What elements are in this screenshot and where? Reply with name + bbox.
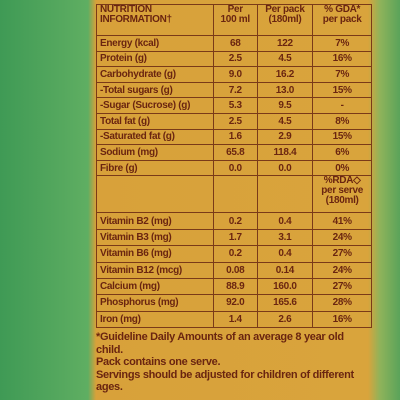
value-cell: 0.2 [212, 212, 258, 230]
value-cell: 15% [312, 128, 372, 146]
value-cell: 27% [312, 277, 372, 296]
value-cell: 7% [312, 35, 372, 52]
value-cell: 5.3 [212, 97, 258, 114]
label-cell: Protein (g) [96, 50, 214, 68]
label-cell: -Total sugars (g) [96, 81, 214, 99]
footnote: *Guideline Daily Amounts of an average 8… [96, 331, 344, 356]
value-cell: 4.5 [256, 112, 314, 130]
label-cell: Fibre (g) [96, 159, 214, 177]
value-cell: 92.0 [212, 294, 258, 312]
table-row: Vitamin B3 (mg) 1.7 3.1 24% [96, 228, 372, 247]
value-cell: 0.0 [256, 159, 314, 177]
value-cell: 0% [312, 159, 372, 177]
table-row: -Total sugars (g) 7.2 13.0 15% [96, 81, 372, 99]
empty-cell [256, 175, 314, 214]
value-cell: 24% [312, 228, 372, 247]
value-cell: 15% [312, 81, 372, 99]
table-row: Vitamin B6 (mg) 0.2 0.4 27% [96, 245, 372, 263]
label-cell: Phosphorus (mg) [96, 294, 214, 312]
value-cell: 0.4 [256, 212, 314, 230]
table-row: Phosphorus (mg) 92.0 165.6 28% [96, 294, 372, 312]
table-row: Carbohydrate (g) 9.0 16.2 7% [96, 66, 372, 83]
nutrition-label: NUTRITION INFORMATION† Per 100 ml Per pack… [96, 4, 372, 394]
table-row: Total fat (g) 2.5 4.5 8% [96, 112, 372, 130]
value-cell: 1.4 [212, 310, 258, 329]
rda-header: %RDA◇ per serve (180ml) [312, 175, 372, 214]
value-cell: 0.14 [256, 261, 314, 279]
table-row: Calcium (mg) 88.9 160.0 27% [96, 277, 372, 296]
value-cell: 27% [312, 245, 372, 263]
nutrition-table: NUTRITION INFORMATION† Per 100 ml Per pack… [96, 4, 372, 329]
table-row: %RDA◇ per serve (180ml) [96, 175, 372, 214]
value-cell: 122 [256, 35, 314, 52]
footnotes: *Guideline Daily Amounts of an average 8… [96, 331, 372, 394]
table-row: Fibre (g) 0.0 0.0 0% [96, 159, 372, 177]
empty-cell [96, 175, 214, 214]
empty-cell [212, 175, 258, 214]
value-cell: 16% [312, 310, 372, 329]
table-row: Vitamin B12 (mcg) 0.08 0.14 24% [96, 261, 372, 279]
table-row: Vitamin B2 (mg) 0.2 0.4 41% [96, 212, 372, 230]
value-cell: 2.9 [256, 128, 314, 146]
value-cell: 8% [312, 112, 372, 130]
value-cell: 24% [312, 261, 372, 279]
value-cell: 4.5 [256, 50, 314, 68]
value-cell: 0.08 [212, 261, 258, 279]
label-cell: Total fat (g) [96, 112, 214, 130]
value-cell: 2.5 [212, 112, 258, 130]
value-cell: 2.6 [256, 310, 314, 329]
value-cell: 160.0 [256, 277, 314, 296]
value-cell: 41% [312, 212, 372, 230]
value-cell: 9.0 [212, 66, 258, 83]
value-cell: 2.5 [212, 50, 258, 68]
value-cell: - [312, 97, 372, 114]
label-cell: NUTRITION INFORMATION† [96, 4, 214, 36]
value-cell: 1.7 [212, 228, 258, 247]
value-cell: 0.0 [212, 159, 258, 177]
label-cell: -Sugar (Sucrose) (g) [96, 97, 214, 114]
value-cell: 68 [212, 35, 258, 52]
value-cell: 1.6 [212, 128, 258, 146]
value-cell: 28% [312, 294, 372, 312]
table-row: Iron (mg) 1.4 2.6 16% [96, 310, 372, 329]
value-cell: 165.6 [256, 294, 314, 312]
value-cell: 88.9 [212, 277, 258, 296]
label-cell: Vitamin B2 (mg) [96, 212, 214, 230]
table-row: Sodium (mg) 65.8 118.4 6% [96, 144, 372, 161]
value-cell: 118.4 [256, 144, 314, 161]
value-cell: 3.1 [256, 228, 314, 247]
table-row: Protein (g) 2.5 4.5 16% [96, 50, 372, 68]
table-row: -Saturated fat (g) 1.6 2.9 15% [96, 128, 372, 146]
label-cell: Energy (kcal) [96, 35, 214, 52]
footnote: Servings should be adjusted for children… [96, 368, 354, 394]
table-row: NUTRITION INFORMATION† Per 100 ml Per pack… [96, 4, 372, 36]
value-cell: 16.2 [256, 66, 314, 83]
label-cell: Calcium (mg) [96, 277, 214, 296]
label-cell: Vitamin B6 (mg) [96, 245, 214, 263]
footnote: Pack contains one serve. [96, 356, 221, 369]
label-cell: -Saturated fat (g) [96, 128, 214, 146]
value-cell: 6% [312, 144, 372, 161]
value-cell: 0.2 [212, 245, 258, 263]
label-cell: Vitamin B3 (mg) [96, 228, 214, 247]
label-cell: Sodium (mg) [96, 144, 214, 161]
value-cell: 0.4 [256, 245, 314, 263]
table-row: -Sugar (Sucrose) (g) 5.3 9.5- [96, 97, 372, 114]
value-cell: 13.0 [256, 81, 314, 99]
value-cell: Per pack (180ml) [256, 4, 314, 36]
table-row: Energy (kcal) 68 122 7% [96, 35, 372, 52]
value-cell: 7.2 [212, 81, 258, 99]
value-cell: 9.5 [256, 97, 314, 114]
label-cell: Iron (mg) [96, 310, 214, 329]
value-cell: 65.8 [212, 144, 258, 161]
label-cell: Vitamin B12 (mcg) [96, 261, 214, 279]
value-cell: Per 100 ml [212, 4, 258, 36]
table-body: NUTRITION INFORMATION† Per 100 ml Per pack… [96, 4, 372, 329]
value-cell: % GDA* per pack [312, 4, 372, 36]
value-cell: 7% [312, 66, 372, 83]
value-cell: 16% [312, 50, 372, 68]
label-cell: Carbohydrate (g) [96, 66, 214, 83]
